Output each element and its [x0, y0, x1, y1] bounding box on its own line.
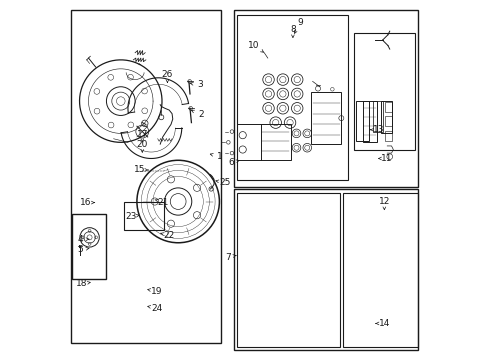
Text: 17: 17	[136, 130, 148, 142]
Text: 14: 14	[375, 319, 389, 328]
Text: 16: 16	[80, 198, 94, 207]
Text: 13: 13	[369, 125, 384, 134]
Bar	[233, 189, 418, 350]
Text: 12: 12	[378, 197, 389, 210]
Text: 25: 25	[215, 178, 231, 187]
Text: 6: 6	[227, 158, 239, 167]
Text: 9: 9	[294, 18, 303, 33]
Bar	[343, 193, 418, 347]
Text: 20: 20	[136, 140, 148, 152]
Text: 24: 24	[147, 303, 162, 312]
Bar	[70, 10, 221, 343]
Bar	[380, 101, 391, 134]
Bar	[260, 125, 290, 160]
Text: 4: 4	[77, 235, 89, 244]
Text: 1: 1	[210, 152, 222, 161]
Bar	[372, 101, 382, 132]
Text: 2: 2	[191, 110, 203, 119]
Bar	[237, 193, 339, 347]
Text: 8: 8	[289, 25, 295, 37]
Bar	[310, 92, 341, 144]
Text: 18: 18	[76, 279, 90, 288]
Bar	[362, 101, 376, 142]
Text: 10: 10	[248, 41, 263, 52]
Text: 23: 23	[125, 212, 139, 221]
Bar	[355, 101, 368, 140]
Bar	[353, 33, 414, 149]
Bar	[237, 15, 348, 180]
Bar	[384, 102, 391, 112]
Text: 11: 11	[378, 154, 392, 163]
Text: 15: 15	[134, 166, 148, 175]
Bar	[72, 214, 106, 279]
Text: 19: 19	[147, 287, 162, 296]
Bar	[384, 116, 391, 126]
Text: 22: 22	[161, 231, 174, 240]
Bar	[384, 131, 391, 140]
Bar	[124, 202, 163, 230]
Text: 21: 21	[155, 198, 169, 207]
Text: 5: 5	[77, 246, 89, 255]
Text: 7: 7	[224, 253, 236, 262]
Bar	[233, 10, 418, 187]
Text: 3: 3	[190, 81, 202, 90]
Text: 26: 26	[162, 71, 173, 82]
